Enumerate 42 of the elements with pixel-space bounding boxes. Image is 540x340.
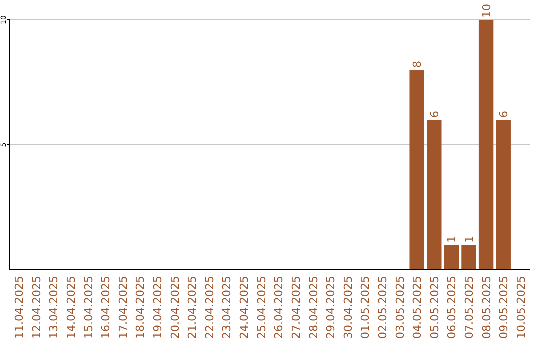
data-label: 6: [428, 111, 442, 118]
x-tick-label: 03.05.2025: [394, 276, 407, 339]
data-label: 1: [463, 236, 476, 243]
x-tick-label: 30.04.2025: [342, 276, 355, 339]
x-tick-label: 01.05.2025: [359, 276, 372, 339]
x-tick-label: 21.04.2025: [186, 276, 200, 339]
x-tick-label: 12.04.2025: [30, 276, 44, 339]
bar: [410, 70, 424, 270]
x-tick-label: 17.04.2025: [116, 276, 130, 339]
x-tick-label: 06.05.2025: [446, 276, 459, 339]
x-tick-label: 23.04.2025: [220, 276, 234, 339]
x-tick-label: 27.04.2025: [290, 276, 303, 339]
x-tick-label: 07.05.2025: [463, 276, 476, 339]
data-label: 10: [480, 4, 494, 18]
data-label: 1: [446, 236, 459, 243]
x-tick-label: 10.05.2025: [514, 276, 528, 339]
x-tick-label: 11.04.2025: [13, 276, 26, 339]
x-tick-label: 18.04.2025: [134, 276, 148, 339]
x-tick-label: 20.04.2025: [168, 276, 182, 339]
bar: [427, 120, 442, 270]
x-tick-label: 16.04.2025: [100, 276, 113, 339]
bar: [444, 245, 460, 270]
bar: [496, 120, 511, 270]
x-tick-label: 09.05.2025: [498, 276, 511, 339]
x-tick-label: 24.04.2025: [238, 276, 252, 339]
x-tick-label: 04.05.2025: [411, 276, 424, 339]
x-tick-label: 19.04.2025: [152, 276, 165, 339]
bar: [462, 245, 476, 270]
x-tick-label: 25.04.2025: [255, 276, 268, 339]
x-tick-label: 13.04.2025: [48, 276, 61, 339]
x-tick-label: 29.04.2025: [324, 276, 338, 339]
data-label: 6: [498, 111, 511, 118]
x-tick-label: 08.05.2025: [480, 276, 494, 339]
x-tick-label: 15.04.2025: [82, 276, 96, 339]
x-tick-label: 05.05.2025: [428, 276, 442, 339]
x-tick-label: 26.04.2025: [272, 276, 286, 339]
x-tick-label: 02.05.2025: [376, 276, 390, 339]
data-label: 8: [411, 61, 424, 68]
bar: [478, 20, 494, 270]
x-tick-label: 14.04.2025: [65, 276, 78, 339]
x-tick-label: 28.04.2025: [307, 276, 320, 339]
x-tick-label: 22.04.2025: [203, 276, 216, 339]
